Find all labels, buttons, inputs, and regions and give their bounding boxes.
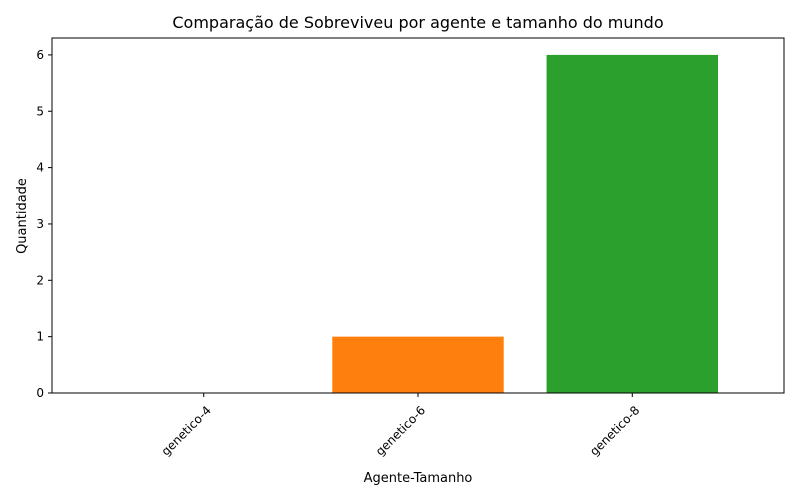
y-tick-label: 1 [36, 330, 44, 344]
y-axis-ticks: 0 1 2 3 4 5 6 [36, 48, 52, 400]
y-tick-label: 6 [36, 48, 44, 62]
plot-frame [51, 37, 785, 394]
y-axis-label: Quantidade [15, 178, 30, 254]
y-tick-label: 2 [36, 273, 44, 287]
x-axis-ticks: genetico-4 genetico-6 genetico-8 [159, 393, 642, 458]
y-tick-label: 0 [36, 386, 44, 400]
x-tick-label: genetico-8 [587, 403, 642, 458]
x-tick-label: genetico-6 [373, 403, 428, 458]
y-tick-label: 4 [36, 161, 44, 175]
bar-genetico-8 [546, 54, 718, 394]
x-axis-label: Agente-Tamanho [364, 471, 473, 486]
y-tick-label: 5 [36, 104, 44, 118]
bar-genetico-6 [332, 336, 504, 393]
y-tick-label: 3 [36, 217, 44, 231]
chart-title: Comparação de Sobreviveu por agente e ta… [172, 13, 663, 32]
bars-group [332, 54, 718, 394]
x-tick-label: genetico-4 [159, 403, 214, 458]
